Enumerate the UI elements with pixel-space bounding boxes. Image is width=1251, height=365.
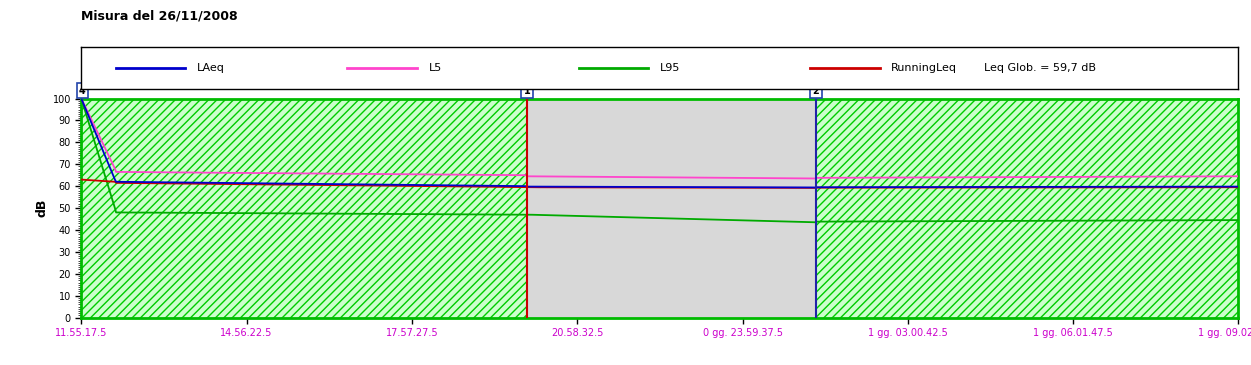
Text: RunningLeq: RunningLeq [891,64,957,73]
Bar [816,99,1238,318]
Text: 2: 2 [813,86,819,96]
Text: 1: 1 [523,86,530,96]
Text: L5: L5 [428,64,442,73]
Text: 4: 4 [79,86,86,96]
Text: L95: L95 [661,64,681,73]
Bar [81,99,527,318]
Bar [81,99,527,318]
Text: Leq Glob. = 59,7 dB: Leq Glob. = 59,7 dB [983,64,1096,73]
Bar [527,99,816,318]
Y-axis label: dB: dB [35,199,49,217]
Text: LAeq: LAeq [198,64,225,73]
Bar [816,99,1238,318]
Text: Misura del 26/11/2008: Misura del 26/11/2008 [81,9,238,22]
